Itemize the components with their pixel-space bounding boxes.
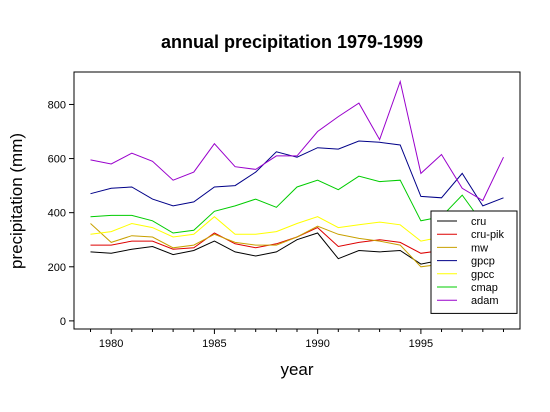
series-line-gpcc [90, 216, 442, 242]
x-axis: 1980 1985 1990 1995 [90, 329, 504, 350]
series-line-cru [90, 232, 442, 265]
legend-box [430, 210, 518, 314]
legend-entry: gpcc [471, 269, 495, 281]
legend-entry: cru [471, 216, 486, 228]
legend-entry: gpcp [471, 256, 495, 268]
y-tick-label: 200 [48, 262, 66, 274]
x-axis-label: year [280, 360, 313, 379]
x-tick-label: 1985 [202, 338, 226, 350]
series-line-mw [90, 223, 442, 268]
series-lines [90, 79, 504, 268]
series-line-cru-pik [90, 227, 442, 254]
chart-title: annual precipitation 1979-1999 [161, 32, 423, 52]
series-line-adam [90, 79, 504, 202]
series-line-cmap [90, 175, 484, 234]
series-line-gpcp [90, 140, 504, 207]
x-tick-label: 1980 [99, 338, 123, 350]
legend-entry: cru-pik [471, 229, 505, 241]
y-tick-label: 800 [48, 99, 66, 111]
y-tick-label: 400 [48, 208, 66, 220]
x-tick-label: 1990 [305, 338, 329, 350]
y-tick-label: 0 [60, 316, 66, 328]
y-axis-label: precipitation (mm) [7, 133, 26, 269]
x-tick-label: 1995 [409, 338, 433, 350]
y-axis: 0 200 400 600 800 [48, 99, 74, 328]
legend-entry: cmap [471, 282, 498, 294]
y-tick-label: 600 [48, 154, 66, 166]
legend-entry: mw [471, 242, 488, 254]
legend-entry: adam [471, 295, 499, 307]
